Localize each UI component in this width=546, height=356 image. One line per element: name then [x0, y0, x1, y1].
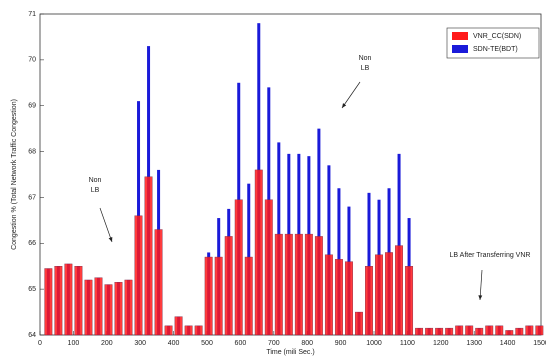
- bar: [204, 256, 213, 336]
- bar: [317, 128, 321, 335]
- x-tick-label: 500: [201, 340, 213, 347]
- bar: [234, 199, 243, 336]
- x-tick-label: 700: [268, 340, 280, 347]
- bar: [314, 236, 323, 336]
- bar: [367, 192, 371, 335]
- bar: [114, 282, 123, 336]
- x-tick-label: 300: [134, 340, 146, 347]
- bar: [535, 325, 544, 336]
- arrow-head: [478, 295, 483, 300]
- bar: [194, 325, 203, 336]
- bar: [54, 266, 63, 336]
- bar: [324, 254, 333, 336]
- x-tick-label: 100: [68, 340, 80, 347]
- bar: [365, 266, 373, 336]
- y-tick-label: 69: [28, 103, 36, 110]
- bar: [327, 165, 331, 335]
- y-tick-label: 65: [28, 286, 36, 293]
- legend-swatch: [452, 32, 468, 40]
- bar: [395, 245, 403, 336]
- y-axis-label: Congestion % (Total Network Traffic Cong…: [11, 99, 18, 250]
- x-tick-label: 400: [168, 340, 180, 347]
- x-tick-label: 1400: [500, 340, 516, 347]
- bar: [74, 266, 83, 336]
- bar: [164, 325, 173, 336]
- annotation: LB After Transferring VNR: [450, 252, 531, 259]
- bar: [505, 330, 514, 336]
- annotation-arrow: [99, 207, 113, 243]
- bar: [44, 268, 53, 336]
- bar: [455, 325, 464, 336]
- bar: [294, 233, 303, 336]
- legend-label: SDN-TE(BDT): [473, 46, 518, 53]
- bar: [435, 327, 444, 336]
- x-tick-label: 1000: [366, 340, 382, 347]
- x-tick-label: 800: [301, 340, 313, 347]
- bar: [385, 252, 393, 336]
- x-tick-label: 200: [101, 340, 113, 347]
- bar: [184, 325, 193, 336]
- arrow-head: [342, 103, 347, 108]
- y-tick-label: 68: [28, 148, 36, 155]
- annotation-arrow: [341, 81, 361, 109]
- bar: [345, 261, 353, 336]
- x-tick-label: 0: [38, 340, 42, 347]
- bar: [475, 327, 484, 336]
- bar: [405, 266, 414, 336]
- bar: [284, 233, 293, 336]
- bar: [515, 327, 524, 336]
- legend-label: VNR_CC(SDN): [473, 33, 521, 40]
- bar: [244, 256, 253, 336]
- bar: [485, 325, 494, 336]
- x-tick-label: 1200: [433, 340, 449, 347]
- y-tick-label: 66: [28, 240, 36, 247]
- bar: [64, 263, 73, 336]
- bar: [397, 153, 401, 335]
- y-tick-label: 64: [28, 332, 36, 339]
- annotation: Non: [89, 177, 102, 184]
- x-tick-label: 900: [335, 340, 347, 347]
- legend-swatch: [452, 45, 468, 53]
- bar: [274, 233, 283, 336]
- bar: [425, 327, 434, 336]
- y-tick-label: 71: [28, 11, 36, 18]
- bar: [304, 233, 313, 336]
- bar: [214, 256, 223, 336]
- annotation: LB: [361, 65, 370, 72]
- bar: [84, 279, 93, 336]
- bar: [465, 325, 474, 336]
- bar: [355, 311, 363, 336]
- x-axis-label: Time (mili Sec.): [266, 349, 314, 356]
- bar: [415, 327, 424, 336]
- x-tick-label: 1100: [400, 340, 415, 347]
- bar: [144, 176, 153, 336]
- bar: [445, 327, 454, 336]
- y-tick-label: 67: [28, 194, 36, 201]
- bar: [495, 325, 504, 336]
- bar: [104, 284, 113, 336]
- annotation: LB: [91, 187, 100, 194]
- bar: [375, 254, 383, 336]
- y-tick-label: 70: [28, 57, 36, 64]
- bar: [154, 229, 163, 336]
- x-tick-label: 600: [235, 340, 247, 347]
- bar: [264, 199, 273, 336]
- bar: [525, 325, 534, 336]
- bar: [94, 277, 103, 336]
- bar: [224, 236, 233, 336]
- bar: [134, 215, 143, 336]
- x-tick-label: 1300: [466, 340, 482, 347]
- bar: [174, 316, 183, 336]
- x-tick-label: 1500: [533, 340, 546, 347]
- bar: [254, 169, 263, 336]
- annotation-arrow: [479, 269, 483, 301]
- bar: [124, 279, 133, 336]
- bar: [334, 259, 343, 336]
- arrow-head: [108, 237, 113, 242]
- annotation: Non: [359, 55, 372, 62]
